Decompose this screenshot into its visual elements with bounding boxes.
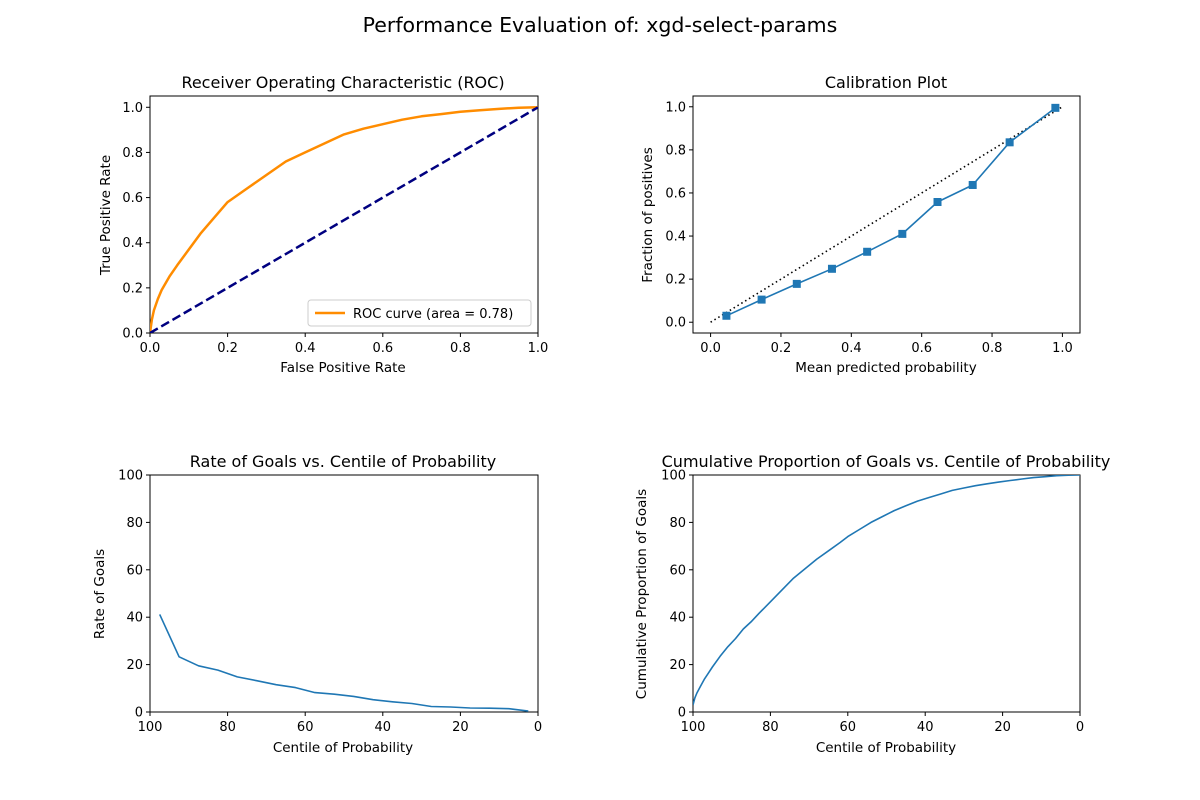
y-tick-label: 100 bbox=[661, 469, 686, 484]
data-point-marker bbox=[898, 229, 907, 238]
x-axis-label: Centile of Probability bbox=[816, 740, 956, 756]
x-tick-label: 1.0 bbox=[528, 341, 549, 356]
x-tick-label: 0.6 bbox=[911, 341, 932, 356]
axes-frame bbox=[149, 95, 539, 334]
data-point-marker bbox=[722, 311, 731, 320]
data-point-marker bbox=[863, 247, 872, 256]
chart-title: Receiver Operating Characteristic (ROC) bbox=[181, 73, 504, 92]
roc-chart: Receiver Operating Characteristic (ROC) … bbox=[98, 73, 548, 376]
cumulative-goals-chart: Cumulative Proportion of Goals vs. Centi… bbox=[634, 452, 1110, 756]
x-tick-label: 60 bbox=[297, 720, 314, 735]
x-tick-label: 0 bbox=[534, 720, 542, 735]
x-tick-label: 0.2 bbox=[217, 341, 238, 356]
y-tick-label: 0.0 bbox=[122, 327, 143, 342]
data-point-marker bbox=[968, 180, 977, 189]
y-tick-label: 40 bbox=[126, 611, 143, 626]
data-point-marker bbox=[827, 264, 836, 273]
y-tick-label: 20 bbox=[126, 658, 143, 673]
x-axis-label: False Positive Rate bbox=[280, 360, 405, 376]
x-tick-label: 0.8 bbox=[982, 341, 1003, 356]
data-point-marker bbox=[933, 198, 942, 207]
series-line-0 bbox=[150, 106, 538, 333]
y-axis-label: True Positive Rate bbox=[98, 155, 114, 276]
x-axis-label: Mean predicted probability bbox=[795, 360, 976, 376]
x-tick-label: 0.2 bbox=[771, 341, 792, 356]
calibration-chart: Calibration Plot Mean predicted probabil… bbox=[640, 73, 1081, 376]
series-line-0 bbox=[710, 106, 1063, 323]
y-tick-label: 0 bbox=[678, 706, 686, 721]
series-line-0 bbox=[158, 614, 529, 712]
x-tick-label: 100 bbox=[138, 720, 163, 735]
y-tick-label: 100 bbox=[118, 469, 143, 484]
axes-frame bbox=[149, 474, 539, 713]
chart-title: Cumulative Proportion of Goals vs. Centi… bbox=[662, 452, 1111, 471]
plot-area bbox=[693, 475, 1080, 706]
x-tick-label: 60 bbox=[840, 720, 857, 735]
x-tick-label: 0.4 bbox=[841, 341, 862, 356]
data-point-marker bbox=[1051, 103, 1060, 112]
data-point-marker bbox=[757, 295, 766, 304]
y-tick-label: 1.0 bbox=[665, 100, 686, 115]
x-tick-label: 80 bbox=[219, 720, 236, 735]
y-tick-label: 20 bbox=[669, 658, 686, 673]
axis-ticks: 100 80 60 40 20 0 0 20 40 60 80 100 bbox=[661, 469, 1084, 736]
rate-of-goals-chart: Rate of Goals vs. Centile of Probability… bbox=[92, 452, 542, 756]
y-tick-label: 0.4 bbox=[665, 230, 686, 245]
y-tick-label: 0.8 bbox=[122, 146, 143, 161]
chart-title: Calibration Plot bbox=[825, 73, 947, 92]
x-tick-label: 0.8 bbox=[450, 341, 471, 356]
x-tick-label: 0.0 bbox=[140, 341, 161, 356]
axes-frame bbox=[692, 474, 1081, 713]
legend-frame bbox=[307, 299, 532, 327]
y-tick-label: 0 bbox=[135, 706, 143, 721]
figure-suptitle: Performance Evaluation of: xgd-select-pa… bbox=[363, 13, 838, 37]
legend-label-roc: ROC curve (area = 0.78) bbox=[353, 307, 513, 322]
x-tick-label: 0 bbox=[1076, 720, 1084, 735]
y-tick-label: 80 bbox=[126, 516, 143, 531]
axis-ticks: 0.0 0.2 0.4 0.6 0.8 1.0 0.0 0.2 0.4 0.6 0.8 1.0 bbox=[122, 95, 549, 356]
axis-ticks: 0.0 0.2 0.4 0.6 0.8 1.0 0.0 0.2 0.4 0.6 0.8 1.0 bbox=[665, 95, 1081, 356]
y-tick-label: 0.4 bbox=[122, 236, 143, 251]
plot-area bbox=[158, 614, 529, 712]
series-line-0 bbox=[693, 475, 1080, 706]
x-tick-label: 40 bbox=[375, 720, 392, 735]
y-tick-label: 0.2 bbox=[665, 273, 686, 288]
y-tick-label: 1.0 bbox=[122, 101, 143, 116]
chart-title: Rate of Goals vs. Centile of Probability bbox=[190, 452, 496, 471]
x-tick-label: 80 bbox=[762, 720, 779, 735]
data-point-marker bbox=[1005, 138, 1014, 147]
x-tick-label: 20 bbox=[452, 720, 469, 735]
plot-area bbox=[710, 106, 1063, 323]
y-axis-label: Fraction of positives bbox=[640, 147, 656, 282]
y-axis-label: Cumulative Proportion of Goals bbox=[634, 489, 650, 699]
x-tick-label: 0.4 bbox=[295, 341, 316, 356]
y-tick-label: 0.8 bbox=[665, 143, 686, 158]
y-tick-label: 80 bbox=[669, 516, 686, 531]
x-tick-label: 20 bbox=[994, 720, 1011, 735]
x-axis-label: Centile of Probability bbox=[273, 740, 413, 756]
series-line-1 bbox=[150, 106, 538, 333]
x-tick-label: 0.0 bbox=[700, 341, 721, 356]
data-point-marker bbox=[792, 279, 801, 288]
legend: ROC curve (area = 0.78) bbox=[307, 299, 532, 327]
plot-area bbox=[150, 106, 538, 333]
y-tick-label: 0.6 bbox=[665, 186, 686, 201]
y-tick-label: 0.0 bbox=[665, 316, 686, 331]
y-tick-label: 40 bbox=[669, 611, 686, 626]
y-tick-label: 0.6 bbox=[122, 191, 143, 206]
y-tick-label: 60 bbox=[669, 563, 686, 578]
series-line-1 bbox=[726, 107, 1056, 317]
x-tick-label: 0.6 bbox=[372, 341, 393, 356]
axis-ticks: 100 80 60 40 20 0 0 20 40 60 80 100 bbox=[118, 469, 542, 736]
y-tick-label: 0.2 bbox=[122, 281, 143, 296]
x-tick-label: 40 bbox=[917, 720, 934, 735]
x-tick-label: 1.0 bbox=[1052, 341, 1073, 356]
x-tick-label: 100 bbox=[681, 720, 706, 735]
y-axis-label: Rate of Goals bbox=[92, 549, 108, 639]
y-tick-label: 60 bbox=[126, 563, 143, 578]
axes-frame bbox=[692, 95, 1081, 334]
